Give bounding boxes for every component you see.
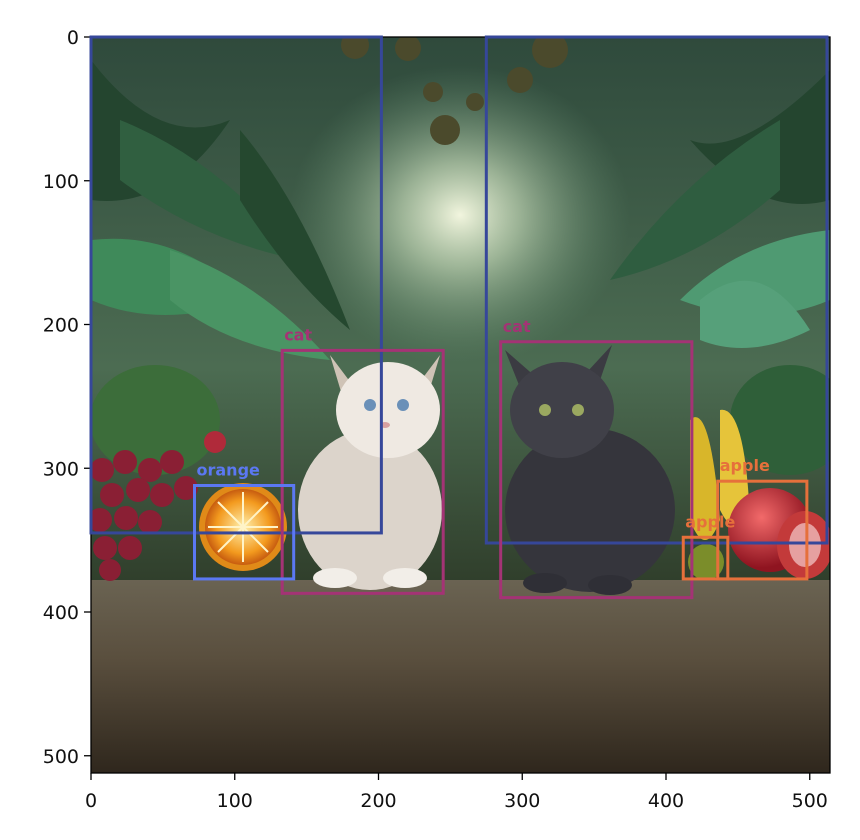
detection-box	[716, 479, 809, 581]
hanging-fruits	[341, 37, 568, 145]
detection-label: apple	[685, 512, 735, 531]
x-tick-label: 300	[504, 790, 540, 812]
x-tick-label: 200	[360, 790, 396, 812]
y-tick-label: 0	[67, 27, 79, 49]
y-tick-label: 200	[43, 315, 79, 337]
apples	[688, 488, 830, 580]
sun-glow	[290, 65, 630, 365]
detection-box	[193, 484, 296, 581]
black-cat	[505, 345, 675, 595]
y-tick-label: 500	[43, 746, 79, 768]
detection-label: orange	[197, 461, 261, 480]
detection-box	[484, 35, 829, 545]
y-tick-label: 400	[43, 602, 79, 624]
left-foliage	[91, 60, 350, 475]
detection-box	[499, 340, 694, 600]
x-tick-label: 100	[217, 790, 253, 812]
detection-label: cat	[284, 325, 312, 344]
x-tick-label: 400	[648, 790, 684, 812]
detection-box	[280, 348, 445, 595]
detection-overlays: cat cat orange apple apple	[89, 35, 829, 600]
orange-fruit	[199, 483, 287, 571]
x-tick-label: 0	[85, 790, 97, 812]
right-foliage	[610, 70, 830, 475]
axis-ticks: 0 100 200 300 400 500 0 100 200 300 400 500	[43, 27, 828, 812]
detection-box	[89, 35, 383, 535]
y-tick-label: 100	[43, 171, 79, 193]
y-tick-label: 300	[43, 458, 79, 480]
floor	[91, 580, 830, 773]
x-tick-label: 500	[792, 790, 828, 812]
detection-label: apple	[720, 456, 770, 475]
detection-label: cat	[503, 317, 531, 336]
scene-image	[91, 37, 830, 773]
grapes	[91, 431, 226, 581]
white-cat	[298, 355, 442, 590]
detection-box	[681, 535, 730, 581]
